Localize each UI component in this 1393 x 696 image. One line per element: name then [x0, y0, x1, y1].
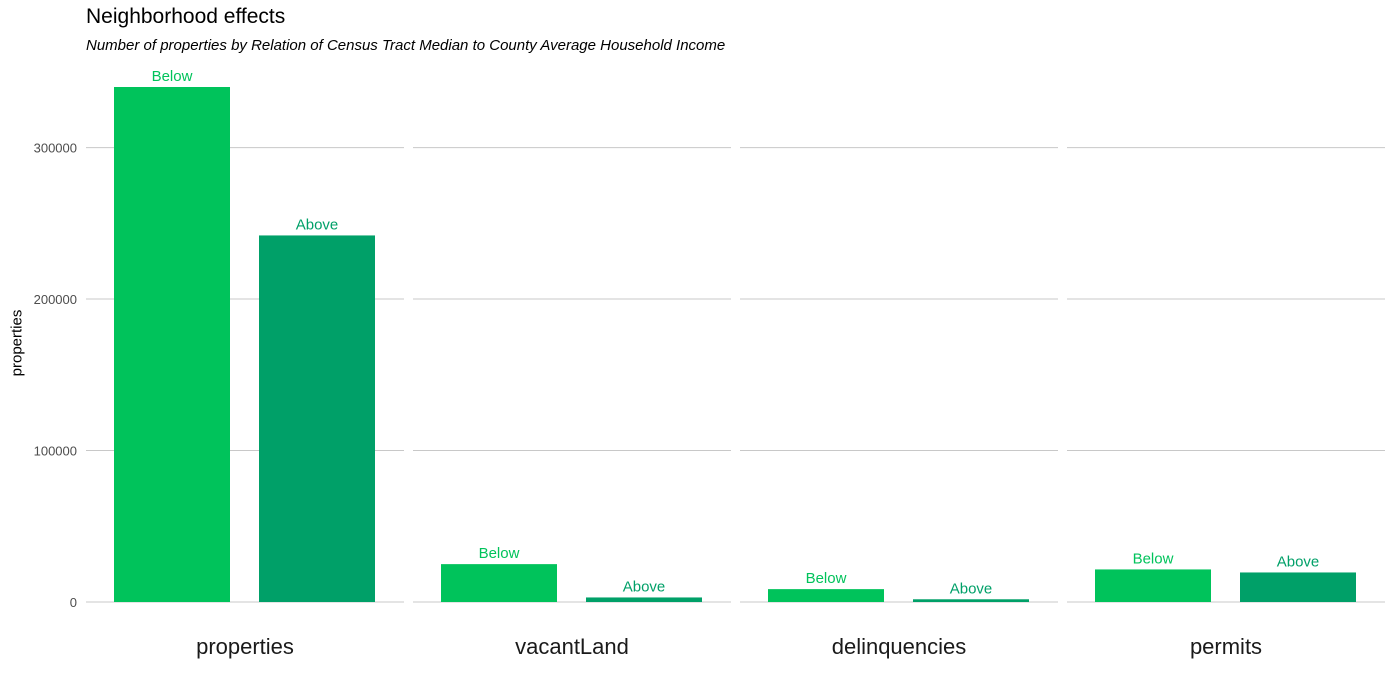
bar — [913, 599, 1029, 602]
y-tick-label: 300000 — [34, 141, 77, 156]
bar — [768, 589, 884, 602]
bar-label: Above — [623, 578, 666, 595]
bar — [1095, 569, 1211, 602]
y-tick-label: 100000 — [34, 444, 77, 459]
facet-label: permits — [1190, 634, 1262, 659]
facet-label: properties — [196, 634, 294, 659]
bar-label: Below — [806, 570, 847, 587]
bar-label: Above — [950, 580, 993, 597]
bar-label: Below — [152, 68, 193, 85]
bar-label: Above — [1277, 553, 1320, 570]
chart-title: Neighborhood effects — [86, 5, 286, 28]
bar — [441, 564, 557, 602]
facet-label: vacantLand — [515, 634, 629, 659]
bar — [259, 235, 375, 603]
facet-label: delinquencies — [832, 634, 967, 659]
bar — [1240, 572, 1356, 602]
bar-label: Below — [479, 545, 520, 562]
chart-subtitle: Number of properties by Relation of Cens… — [86, 37, 726, 54]
y-tick-label: 200000 — [34, 292, 77, 307]
y-tick-label: 0 — [70, 595, 77, 610]
bar-label: Above — [296, 216, 339, 233]
bar — [586, 597, 702, 602]
bar — [114, 87, 230, 602]
bar-label: Below — [1133, 550, 1174, 567]
